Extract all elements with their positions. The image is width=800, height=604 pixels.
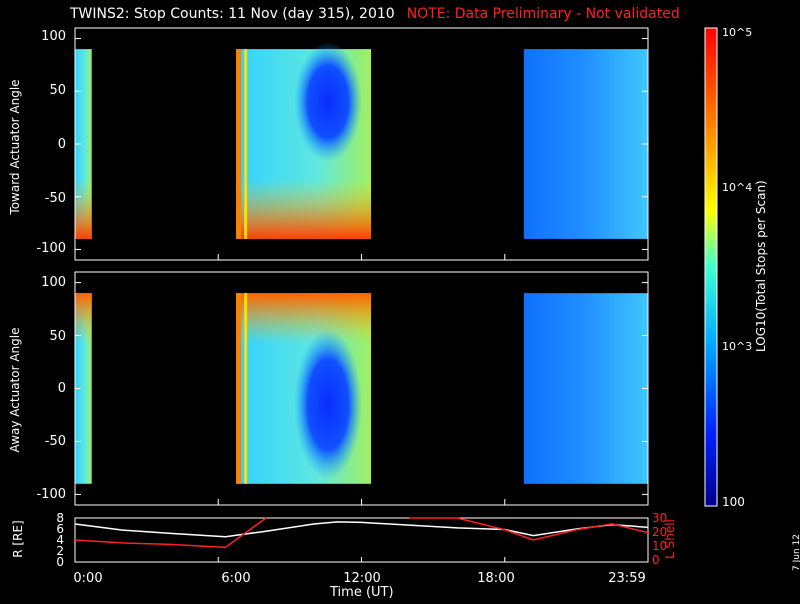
away-low-count-region bbox=[294, 329, 363, 480]
away-high-count-band bbox=[236, 293, 372, 344]
bottom-ytick: -100 bbox=[36, 487, 66, 502]
top-ytick: -50 bbox=[44, 191, 66, 206]
orbit-left-ylabel: R [RE] bbox=[11, 520, 25, 558]
toward-data-interval bbox=[523, 49, 648, 239]
top-ytick: 50 bbox=[49, 83, 66, 98]
bottom-panel-ylabel: Away Actuator Angle bbox=[8, 327, 22, 453]
lshell-series-line bbox=[409, 517, 649, 541]
chart-title: TWINS2: Stop Counts: 11 Nov (day 315), 2… bbox=[70, 6, 680, 22]
colorbar-tick: 10^5 bbox=[722, 26, 753, 39]
orbit-left-tick: 4 bbox=[56, 533, 64, 547]
bottom-ytick: 100 bbox=[41, 275, 66, 290]
bottom-ytick: 0 bbox=[57, 381, 66, 396]
r-series-line bbox=[74, 521, 649, 538]
away-data-interval bbox=[523, 293, 648, 484]
orbit-left-tick: 6 bbox=[56, 522, 64, 536]
lshell-series-line bbox=[74, 517, 267, 549]
xtick: 6:00 bbox=[221, 571, 251, 586]
orbit-left-tick: 2 bbox=[56, 544, 64, 558]
bottom-ytick: 50 bbox=[49, 329, 66, 344]
xtick: 0:00 bbox=[73, 571, 103, 586]
orbit-panel-frame bbox=[74, 517, 649, 563]
xaxis-label: Time (UT) bbox=[330, 585, 394, 600]
orbit-right-tick: 20 bbox=[652, 525, 668, 539]
toward-high-count-band bbox=[236, 178, 372, 239]
away-high-count-stripe bbox=[236, 293, 242, 484]
preliminary-note: NOTE: Data Preliminary - Not validated bbox=[406, 6, 680, 22]
bottom-ytick: -50 bbox=[44, 434, 66, 449]
orbit-left-tick: 8 bbox=[56, 511, 64, 525]
toward-high-count-stripe bbox=[236, 49, 242, 239]
xtick: 12:00 bbox=[343, 571, 381, 586]
toward-high-count-band bbox=[75, 178, 92, 239]
top-ytick: 100 bbox=[41, 29, 66, 44]
orbit-left-tick: 0 bbox=[56, 555, 64, 569]
colorbar-label: LOG10(Total Stops per Scan) bbox=[754, 180, 768, 352]
colorbar-tick: 10^4 bbox=[722, 181, 753, 194]
orbit-right-tick: 10 bbox=[652, 539, 668, 553]
xtick: 18:00 bbox=[477, 571, 515, 586]
toward-low-count-region bbox=[294, 41, 363, 162]
orbit-right-tick: 30 bbox=[652, 511, 668, 525]
colorbar-tick: 10^3 bbox=[722, 340, 753, 353]
away-high-count-band bbox=[75, 293, 92, 344]
top-ytick: -100 bbox=[36, 241, 66, 256]
colorbar bbox=[704, 27, 718, 507]
orbit-right-tick: 0 bbox=[652, 553, 660, 567]
top-ytick: 0 bbox=[57, 137, 66, 152]
date-stamp: 7 Jun 12 bbox=[792, 534, 800, 571]
top-panel-ylabel: Toward Actuator Angle bbox=[8, 79, 22, 215]
toward-high-count-stripe bbox=[244, 49, 248, 239]
away-high-count-stripe bbox=[244, 293, 248, 484]
xtick: 23:59 bbox=[608, 571, 646, 586]
colorbar-tick: 100 bbox=[722, 495, 745, 509]
